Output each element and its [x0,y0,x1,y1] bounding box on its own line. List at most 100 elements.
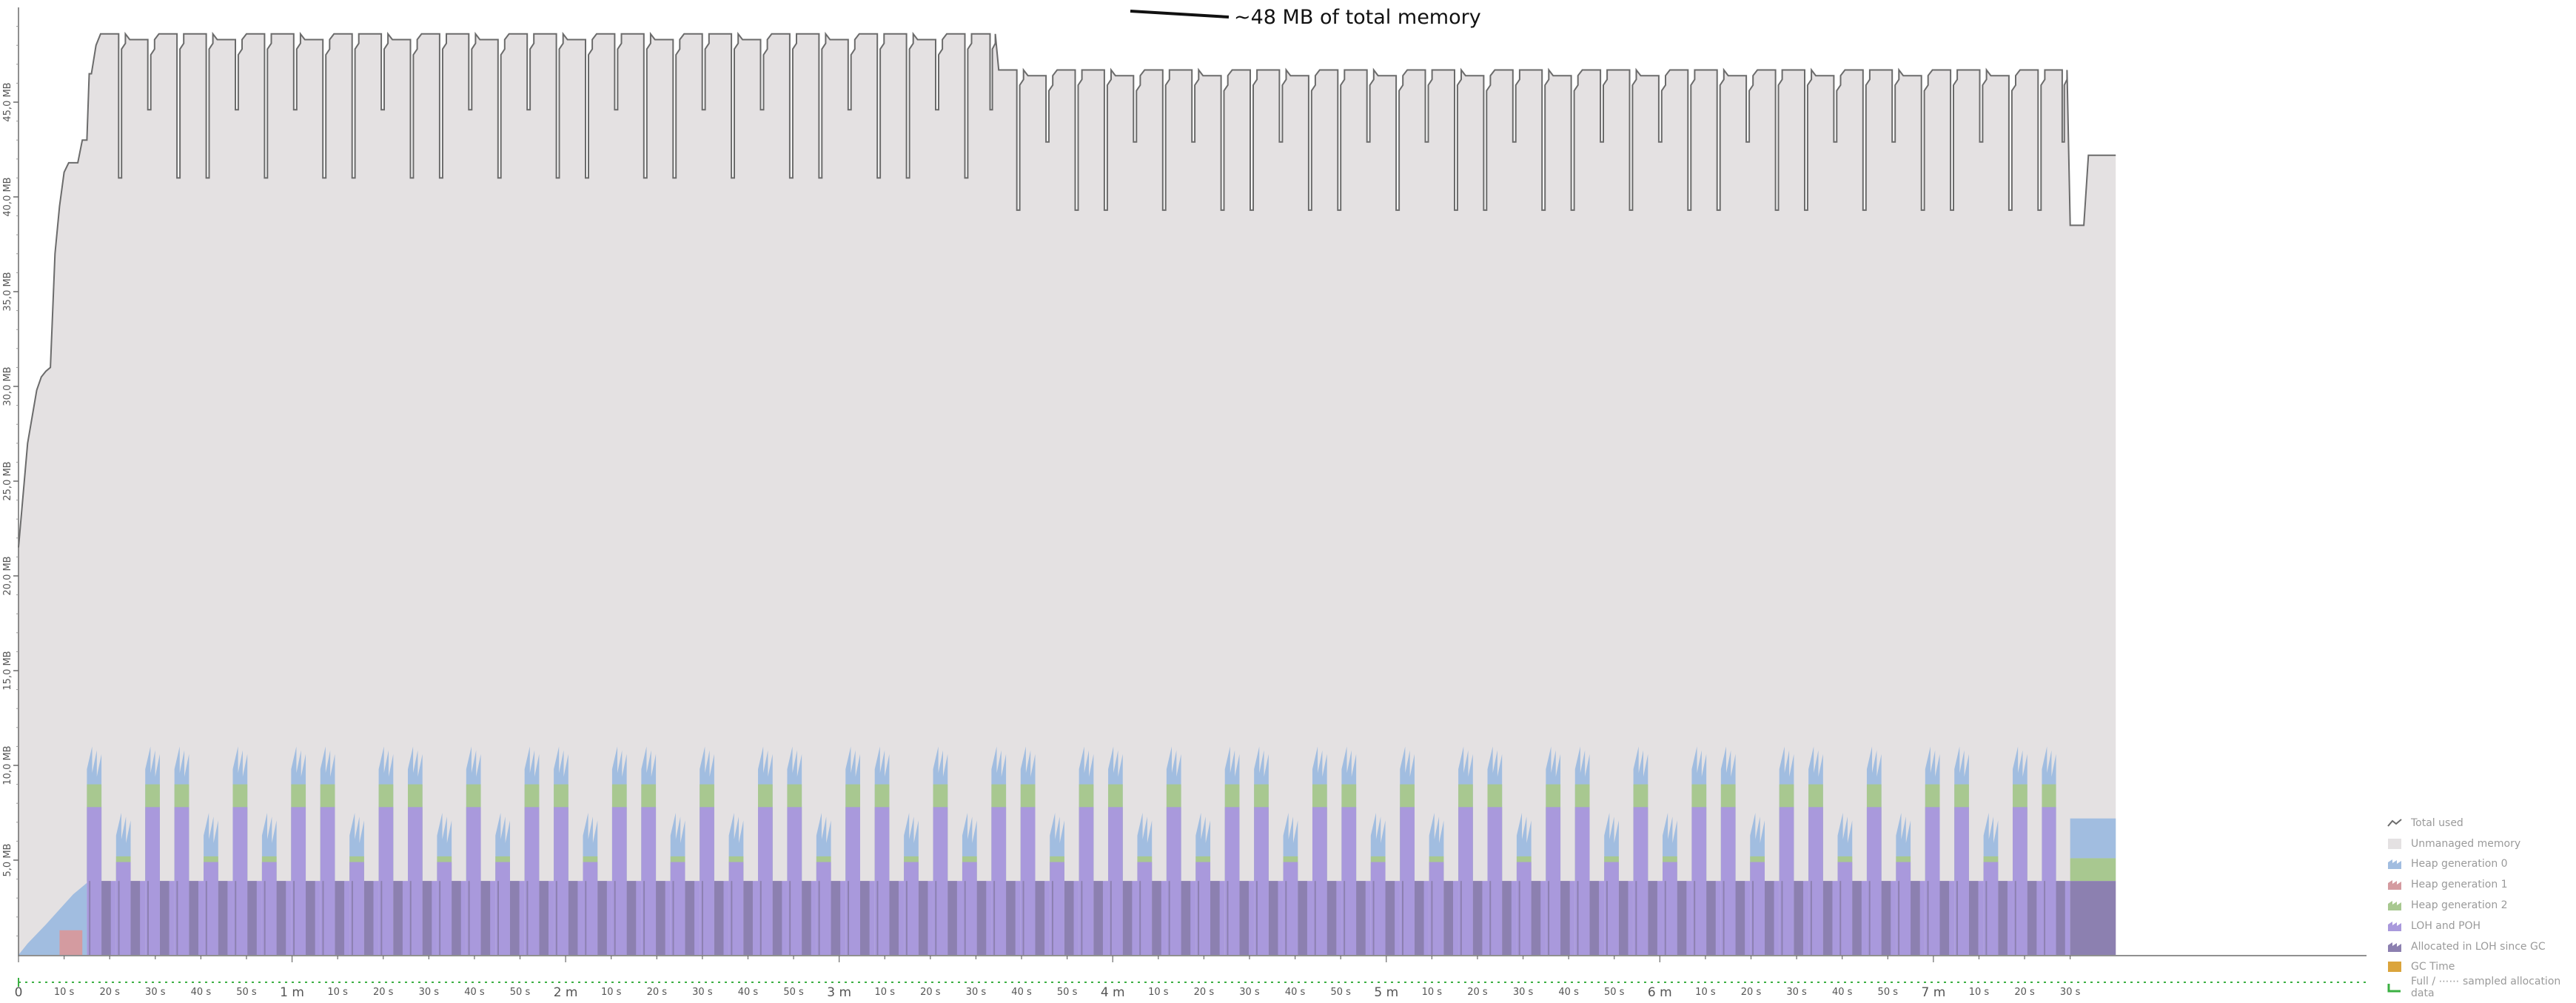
legend-item-unmanaged: Unmanaged memory [2387,833,2576,854]
loh-allocated-strip [1122,881,1133,955]
loh-poh-cycle [174,807,189,955]
loh-allocated-strip [2014,881,2016,955]
x-tick-label: 20 s [2014,987,2035,998]
loh-allocated-strip [247,881,257,955]
loh-allocated-strip [218,881,228,955]
x-tick-label: 40 s [1832,987,1853,998]
y-tick-label: 35,0 MB [2,272,13,311]
legend-item-gen2: Heap generation 2 [2387,895,2576,916]
legend-item-total: Total used [2387,813,2576,833]
y-tick-label: 5,0 MB [2,844,13,877]
legend-label: Heap generation 1 [2411,879,2508,891]
x-tick-label: 40 s [1285,987,1306,998]
loh-allocated-strip [568,881,578,955]
annotation: ~48 MB of total memory [1130,6,1481,29]
loh-allocated-strip [509,881,520,955]
loh-poh-cycle [1866,807,1882,955]
loh-poh-cycle [1954,807,1969,955]
legend-item-loh: LOH and POH [2387,916,2576,936]
loh-allocated-strip [1402,881,1403,955]
loh-allocated-strip [1285,881,1287,955]
loh-allocated-strip [480,881,491,955]
loh-allocated-strip [1431,881,1433,955]
loh-allocated-strip [1852,881,1862,955]
loh-poh-cycle [1837,862,1853,955]
loh-poh-cycle [1224,807,1240,955]
loh-allocated-strip [1998,881,2008,955]
loh-allocated-strip [1560,881,1570,955]
loh-poh-cycle [204,862,218,955]
loh-allocated-strip [1326,881,1337,955]
loh-allocated-strip [1968,881,1979,955]
x-tick-label: 10 s [1148,987,1169,998]
loh-poh-cycle [1341,807,1357,955]
loh-allocated-strip [276,881,286,955]
x-tick-label: 40 s [738,987,759,998]
loh-poh-cycle [1312,807,1327,955]
loh-allocated-strip [1606,881,1608,955]
loh-allocated-strip [993,881,996,955]
loh-poh-cycle [1691,807,1707,955]
loh-allocated-strip [205,881,207,955]
loh-allocated-strip [848,881,850,955]
legend-item-lohalloc: Allocated in LOH since GC [2387,936,2576,957]
loh-allocated-strip [118,881,120,955]
loh-poh-cycle [1020,807,1036,955]
loh-allocated-strip [439,881,441,955]
loh-allocated-strip [1298,881,1307,955]
legend-label: LOH and POH [2411,919,2481,932]
loh-allocated-strip [1006,881,1016,955]
loh-allocated-strip [1227,881,1229,955]
loh-allocated-strip [1985,881,1988,955]
loh-allocated-strip [1589,881,1600,955]
loh-poh-cycle [378,807,394,955]
loh-poh-cycle [728,862,744,955]
sampling-strip [18,978,2367,987]
legend-label: Unmanaged memory [2411,837,2521,850]
loh-allocated-strip [614,881,616,955]
loh-allocated-strip [1548,881,1550,955]
loh-poh-cycle [816,862,831,955]
x-tick-label: 4 m [1101,985,1125,1000]
loh-allocated-strip [1781,881,1783,955]
loh-poh-cycle [437,862,452,955]
annotation-leader-line [1130,10,1230,19]
y-tick-label: 15,0 MB [2,651,13,690]
loh-poh-cycle [611,807,627,955]
loh-allocated-strip [1152,881,1161,955]
loh-allocated-strip [685,881,695,955]
loh-allocated-strip [1839,881,1842,955]
loh-allocated-strip [759,881,762,955]
legend-swatch-gen1 [2387,879,2402,890]
loh-allocated-strip [859,881,870,955]
y-tick-label: 10,0 MB [2,745,13,785]
x-tick-label: 50 s [1330,987,1351,998]
loh-allocated-strip [905,881,908,955]
x-tick-label: 30 s [1786,987,1807,998]
loh-allocated-strip [1810,881,1812,955]
loh-allocated-strip [1911,881,1920,955]
y-tick-label: 40,0 MB [2,177,13,216]
loh-poh-cycle [291,807,306,955]
loh-allocated-strip [643,881,645,955]
loh-allocated-strip [1956,881,1958,955]
loh-allocated-strip [1385,881,1395,955]
legend-swatch-lohalloc [2387,941,2402,953]
total-used-line [18,31,2116,548]
loh-allocated-strip [1139,881,1141,955]
loh-poh-cycle [1983,862,1999,955]
x-tick-label: 30 s [1513,987,1534,998]
loh-poh-cycle [495,862,510,955]
loh-allocated-strip [1356,881,1366,955]
loh-allocated-strip [380,881,383,955]
loh-allocated-strip [1255,881,1258,955]
loh-allocated-strip [1648,881,1657,955]
loh-allocated-strip [1460,881,1462,955]
loh-allocated-strip [1372,881,1375,955]
legend-swatch-full [2387,982,2402,993]
loh-poh-cycle [87,807,102,955]
loh-poh-cycle [1779,807,1794,955]
loh-allocated-strip [1081,881,1083,955]
loh-allocated-strip [1898,881,1900,955]
loh-poh-cycle [583,862,598,955]
